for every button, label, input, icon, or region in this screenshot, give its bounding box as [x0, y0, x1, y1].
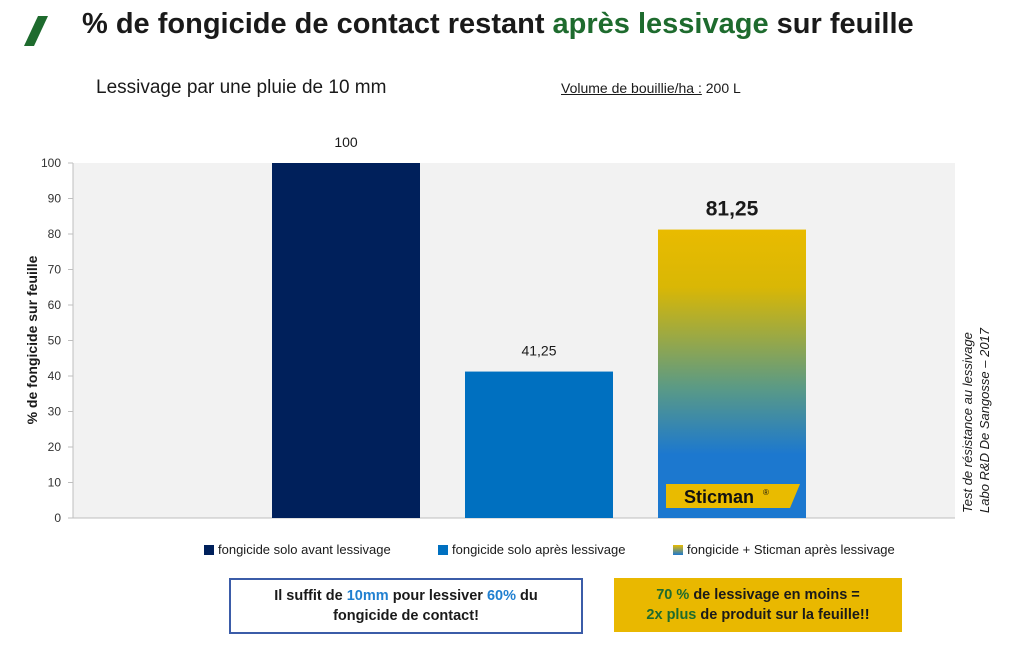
y-tick-label: 70	[48, 263, 62, 277]
volume-info: Volume de bouillie/ha : 200 L	[561, 80, 741, 96]
message-left-line-2: fongicide de contact!	[333, 608, 479, 624]
y-tick-label: 10	[48, 476, 62, 490]
title-slash-icon	[24, 16, 48, 46]
y-tick-label: 80	[48, 227, 62, 241]
y-tick-label: 50	[48, 334, 62, 348]
y-tick-label: 90	[48, 192, 62, 206]
message-right-text-1: de lessivage en moins =	[693, 587, 860, 603]
y-tick-label: 20	[48, 440, 62, 454]
message-left-text-3: du	[520, 588, 538, 604]
volume-value: 200 L	[705, 80, 741, 96]
side-note-line-2: Labo R&D De Sangosse – 2017	[977, 327, 992, 513]
bars: 100 41,25 81,25 Sticman ®	[272, 134, 806, 518]
message-left-text-2: pour lessiver	[392, 588, 483, 604]
message-right-text-2: de produit sur la feuille!!	[700, 607, 870, 623]
legend-label-sticman: fongicide + Sticman après lessivage	[687, 542, 895, 557]
title-highlight: après lessivage	[552, 8, 769, 40]
message-left-text-1: Il suffit de	[274, 588, 343, 604]
y-tick-label: 30	[48, 405, 62, 419]
message-box-right: 70 % de lessivage en moins = 2x plus de …	[614, 578, 902, 632]
title-part-1: % de fongicide de contact restant	[82, 8, 545, 40]
legend-item-apres: fongicide solo après lessivage	[438, 542, 625, 557]
message-left-highlight-1: 10mm	[346, 588, 389, 604]
y-tick-label: 40	[48, 369, 62, 383]
y-axis-label: % de fongicide sur feuille	[24, 255, 40, 424]
bar	[465, 371, 613, 518]
legend-label-avant: fongicide solo avant lessivage	[218, 542, 391, 557]
y-tick-label: 60	[48, 298, 62, 312]
message-right-highlight-2: 2x plus	[646, 607, 697, 623]
bar	[658, 229, 806, 518]
data-label: 100	[334, 134, 358, 150]
sticman-badge-mark: ®	[763, 488, 769, 497]
bar	[272, 163, 420, 518]
legend-swatch-sticman	[673, 544, 683, 555]
message-right-highlight-1: 70 %	[656, 587, 690, 603]
message-left-line-1: Il suffit de 10mm pour lessiver 60% du	[231, 586, 581, 606]
legend-swatch-avant	[204, 544, 214, 555]
volume-label: Volume de bouillie/ha :	[561, 80, 702, 96]
page-title: % de fongicide de contact restant après …	[82, 8, 914, 41]
sticman-badge	[666, 484, 800, 508]
legend-item-avant: fongicide solo avant lessivage	[204, 542, 391, 557]
title-part-2: sur feuille	[776, 8, 914, 40]
legend-label-apres: fongicide solo après lessivage	[452, 542, 626, 557]
side-note: Test de résistance au lessivage Labo R&D…	[960, 327, 992, 513]
message-box-left: Il suffit de 10mm pour lessiver 60% du f…	[229, 578, 583, 634]
legend-swatch-apres	[438, 544, 448, 555]
y-tick-label: 100	[41, 156, 61, 170]
data-label: 41,25	[521, 343, 556, 359]
sticman-badge-label: Sticman	[684, 487, 754, 507]
legend-item-sticman: fongicide + Sticman après lessivage	[673, 542, 895, 557]
side-note-line-1: Test de résistance au lessivage	[960, 332, 975, 513]
message-right-line-1: 70 % de lessivage en moins =	[614, 585, 902, 605]
chart-subtitle: Lessivage par une pluie de 10 mm	[96, 77, 387, 98]
data-label: 81,25	[706, 198, 759, 221]
y-tick-label: 0	[54, 511, 61, 525]
message-right-line-2: 2x plus de produit sur la feuille!!	[614, 605, 902, 625]
message-left-highlight-2: 60%	[486, 588, 517, 604]
